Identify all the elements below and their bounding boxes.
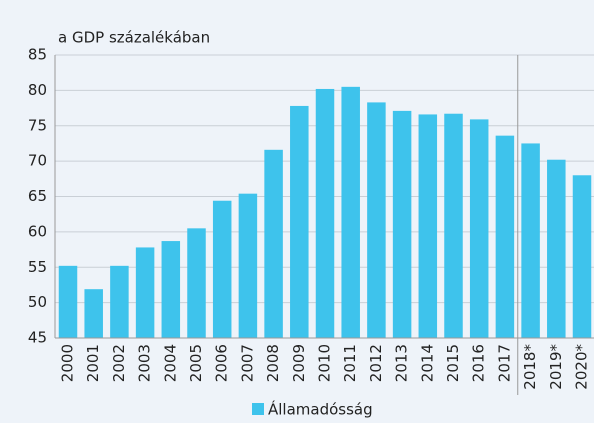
bar <box>290 105 309 338</box>
bar <box>187 228 206 338</box>
x-tick-label: 2013 <box>393 344 411 382</box>
x-tick-label: 2002 <box>110 344 128 382</box>
bar <box>495 135 515 338</box>
y-tick-label: 55 <box>28 258 47 276</box>
bar <box>110 265 129 338</box>
x-tick-label: 2017 <box>495 344 513 382</box>
bar <box>392 110 412 338</box>
x-tick-label: 2010 <box>316 344 334 382</box>
x-tick-label: 2000 <box>59 344 77 382</box>
y-tick-label: 75 <box>28 116 47 134</box>
x-tick-label: 2016 <box>470 344 488 382</box>
bar <box>341 86 360 339</box>
x-tick-label: 2008 <box>264 344 282 382</box>
x-tick-label: 2015 <box>444 344 462 382</box>
bar <box>212 200 232 338</box>
bar <box>238 193 258 338</box>
bar <box>315 88 335 339</box>
x-tick-label: 2007 <box>238 344 256 382</box>
x-tick-label: 2012 <box>367 344 385 382</box>
y-axis-label: a GDP százalékában <box>58 29 210 47</box>
x-tick-label: 2020* <box>573 344 591 390</box>
bar <box>161 241 181 338</box>
x-tick-label: 2004 <box>161 344 179 382</box>
legend-swatch <box>252 403 264 415</box>
y-tick-label: 80 <box>28 81 47 99</box>
bar <box>547 159 566 338</box>
x-tick-label: 2003 <box>136 344 154 382</box>
x-tick-label: 2018* <box>521 344 539 390</box>
y-tick-label: 45 <box>28 329 47 347</box>
x-tick-label: 2006 <box>213 344 231 382</box>
bar <box>135 247 155 338</box>
y-tick-label: 50 <box>28 293 47 311</box>
x-tick-label: 2001 <box>84 344 102 382</box>
bar <box>521 143 540 338</box>
y-tick-label: 60 <box>28 222 47 240</box>
bar <box>444 113 463 338</box>
bar <box>469 119 489 338</box>
x-tick-label: 2019* <box>547 344 565 390</box>
x-tick-label: 2014 <box>418 344 436 382</box>
bar <box>58 265 78 338</box>
bar <box>367 102 386 338</box>
x-tick-label: 2005 <box>187 344 205 382</box>
bar <box>572 175 592 338</box>
bar <box>84 289 103 338</box>
y-tick-label: 65 <box>28 187 47 205</box>
x-tick-label: 2009 <box>290 344 308 382</box>
legend-label: Államadósság <box>268 400 373 419</box>
x-tick-label: 2011 <box>341 344 359 382</box>
bar <box>418 114 438 339</box>
y-tick-label: 85 <box>28 46 47 64</box>
y-tick-label: 70 <box>28 152 47 170</box>
bar <box>264 149 283 338</box>
